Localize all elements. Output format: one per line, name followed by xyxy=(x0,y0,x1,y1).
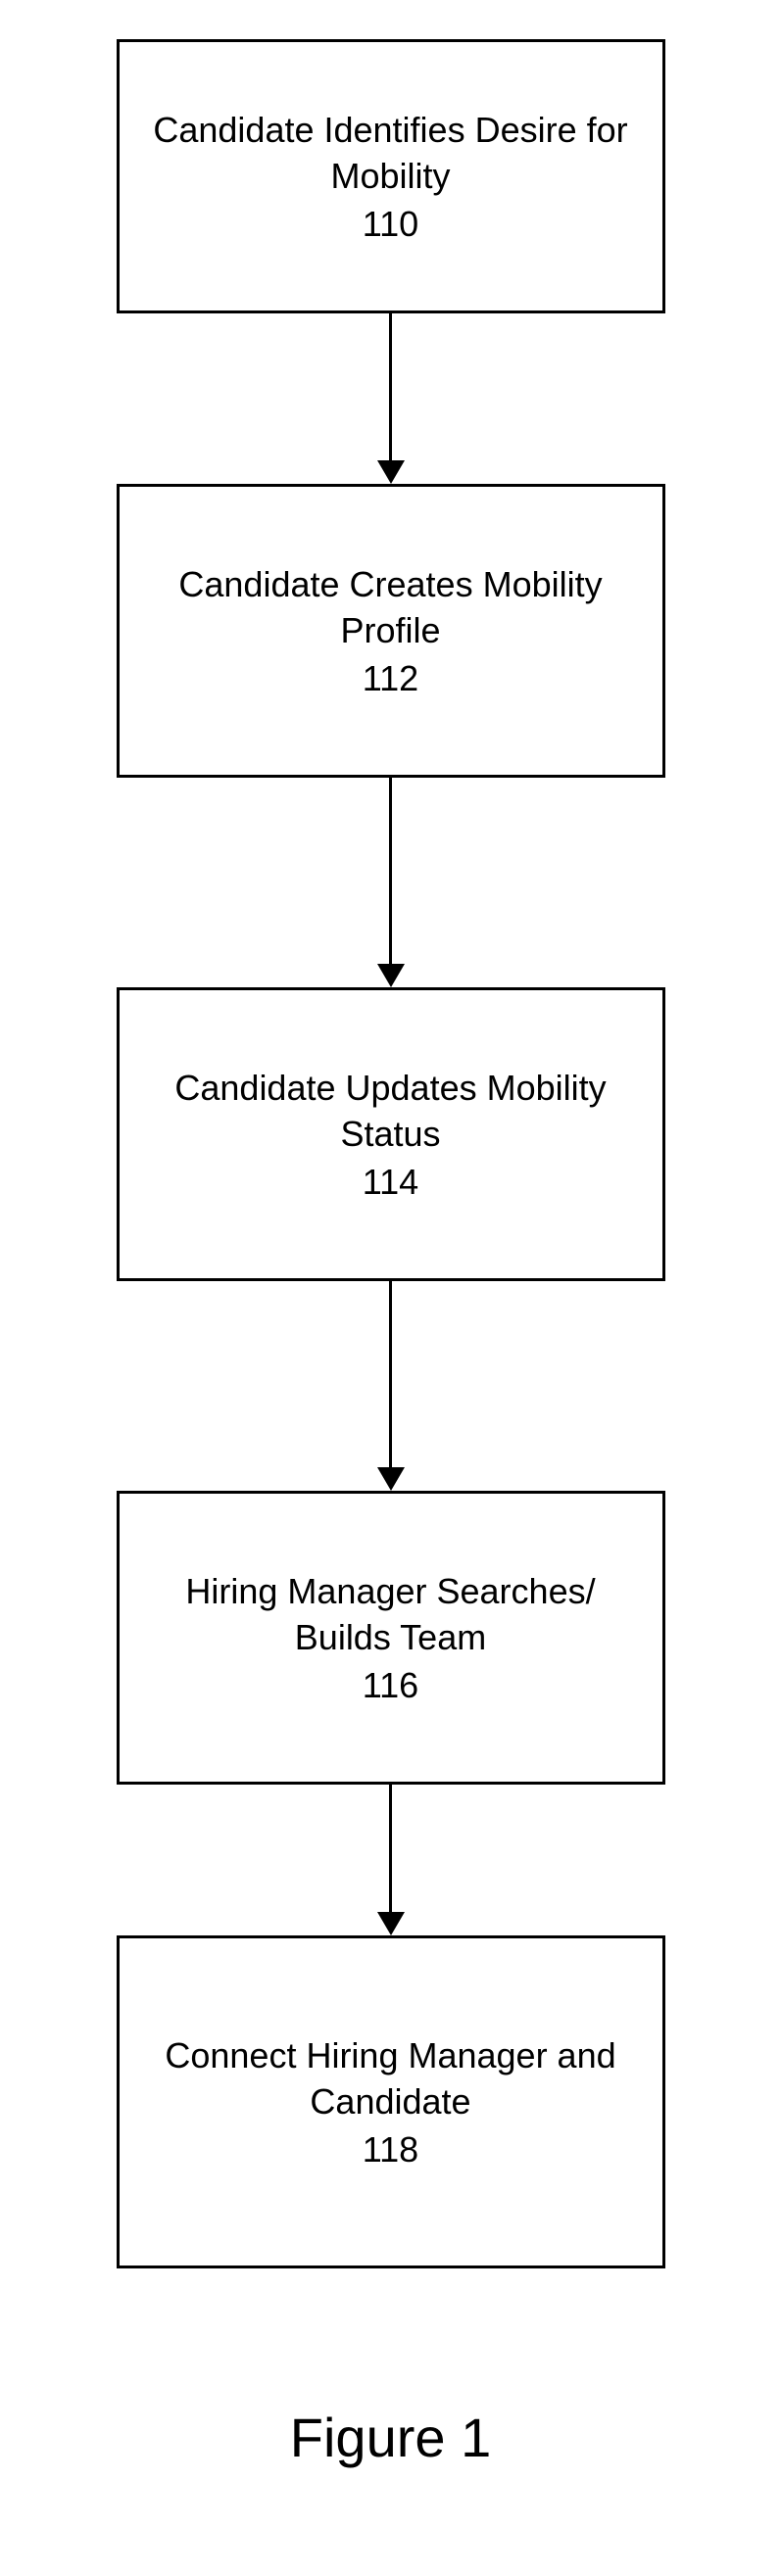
figure-caption: Figure 1 xyxy=(290,2406,491,2469)
flowchart-node: Candidate Updates Mobility Status 114 xyxy=(117,987,665,1281)
node-number: 118 xyxy=(363,2129,418,2171)
flowchart-node: Candidate Creates Mobility Profile 112 xyxy=(117,484,665,778)
node-number: 112 xyxy=(363,658,418,699)
flowchart-container: Candidate Identifies Desire for Mobility… xyxy=(117,39,665,2268)
flowchart-node: Candidate Identifies Desire for Mobility… xyxy=(117,39,665,313)
node-number: 114 xyxy=(363,1162,418,1203)
arrow-head-icon xyxy=(377,1467,405,1491)
node-label: Candidate Creates Mobility Profile xyxy=(159,562,623,654)
arrow-head-icon xyxy=(377,460,405,484)
node-number: 116 xyxy=(363,1665,418,1706)
node-label: Candidate Updates Mobility Status xyxy=(159,1066,623,1158)
flowchart-arrow xyxy=(377,1785,405,1935)
node-label: Connect Hiring Manager and Candidate xyxy=(159,2033,623,2125)
node-number: 110 xyxy=(363,204,418,245)
node-label: Candidate Identifies Desire for Mobility xyxy=(139,108,643,200)
arrow-line xyxy=(389,1281,392,1467)
arrow-line xyxy=(389,313,392,460)
flowchart-arrow xyxy=(377,778,405,987)
flowchart-node: Hiring Manager Searches/ Builds Team 116 xyxy=(117,1491,665,1785)
node-label: Hiring Manager Searches/ Builds Team xyxy=(169,1569,613,1661)
flowchart-node: Connect Hiring Manager and Candidate 118 xyxy=(117,1935,665,2268)
arrow-line xyxy=(389,1785,392,1912)
flowchart-arrow xyxy=(377,313,405,484)
flowchart-arrow xyxy=(377,1281,405,1491)
arrow-head-icon xyxy=(377,1912,405,1935)
arrow-line xyxy=(389,778,392,964)
arrow-head-icon xyxy=(377,964,405,987)
